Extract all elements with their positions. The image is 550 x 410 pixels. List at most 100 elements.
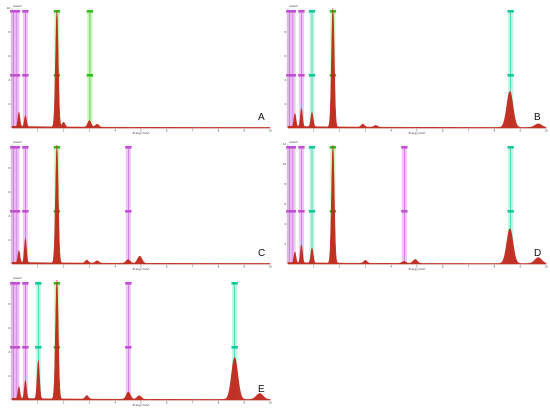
spectrum-svg: 1 2 3 4 5 6 7 8 9 10 2 4 6 8 cps/eV Energy (keV) C xyxy=(8,140,272,271)
x-tick-label: 3 xyxy=(365,264,367,268)
element-badge xyxy=(35,346,42,349)
element-badge xyxy=(308,74,316,77)
x-tick-label: 8 xyxy=(218,128,220,132)
x-tick-label: 9 xyxy=(243,264,245,268)
element-badge xyxy=(286,210,293,213)
x-axis-label: Energy (keV) xyxy=(409,131,426,135)
x-tick-label: 5 xyxy=(140,128,142,132)
y-tick-label: 2 xyxy=(284,242,286,246)
element-badge xyxy=(125,210,132,213)
y-tick-label: 2 xyxy=(8,238,10,242)
x-tick-label: 8 xyxy=(218,400,220,404)
x-tick-label: 6 xyxy=(442,128,444,132)
y-tick-label: 6 xyxy=(8,326,10,330)
x-tick-label: 6 xyxy=(166,128,168,132)
y-tick-label: 6 xyxy=(284,54,286,58)
x-tick-label: 10 xyxy=(268,400,272,404)
spectrum-panel-b: 1 2 3 4 5 6 7 8 9 10 2 4 6 8 cps/eV Energy (keV) B xyxy=(278,2,548,135)
element-badge xyxy=(401,146,408,149)
spectrum-panel-c: 1 2 3 4 5 6 7 8 9 10 2 4 6 8 cps/eV Energy (keV) C xyxy=(2,138,272,271)
x-tick-label: 1 xyxy=(37,400,39,404)
x-axis-label: Energy (keV) xyxy=(133,267,150,271)
spectrum-series xyxy=(11,10,271,129)
x-axis-label: Energy (keV) xyxy=(133,131,150,135)
element-badge xyxy=(22,74,29,77)
element-badge xyxy=(86,74,94,77)
y-axis-label: cps/eV xyxy=(13,276,22,280)
x-tick-label: 3 xyxy=(89,264,91,268)
x-tick-label: 4 xyxy=(114,400,116,404)
element-badge xyxy=(507,210,514,213)
element-badge xyxy=(22,210,29,213)
element-badge xyxy=(231,282,238,285)
element-badge xyxy=(22,346,29,349)
y-tick-label: 8 xyxy=(8,302,10,306)
x-tick-label: 5 xyxy=(140,400,142,404)
x-tick-label: 2 xyxy=(63,128,65,132)
axes xyxy=(11,8,270,129)
element-badge xyxy=(125,146,132,149)
x-tick-label: 5 xyxy=(416,264,418,268)
element-badge xyxy=(10,282,17,285)
x-tick-label: 8 xyxy=(494,264,496,268)
element-badge xyxy=(125,282,132,285)
element-badge xyxy=(298,10,305,13)
y-tick-label: 10 xyxy=(283,162,287,166)
x-tick-label: 6 xyxy=(166,400,168,404)
x-tick-label: 7 xyxy=(468,264,470,268)
y-tick-label: 4 xyxy=(8,78,10,82)
element-badge xyxy=(289,10,297,13)
element-badge xyxy=(298,210,305,213)
x-tick-label: 8 xyxy=(494,128,496,132)
y-axis-label: cps/eV xyxy=(13,140,22,144)
x-tick-label: 4 xyxy=(390,128,392,132)
element-badge xyxy=(401,210,408,213)
x-tick-label: 3 xyxy=(89,400,91,404)
x-tick-label: 9 xyxy=(243,128,245,132)
panel-label: E xyxy=(258,384,265,395)
element-badge xyxy=(10,210,17,213)
x-tick-label: 7 xyxy=(192,128,194,132)
element-badge xyxy=(13,10,21,13)
x-axis-label: Energy (keV) xyxy=(133,403,150,407)
x-tick-label: 6 xyxy=(442,264,444,268)
x-tick-label: 6 xyxy=(166,264,168,268)
x-tick-label: 9 xyxy=(243,400,245,404)
element-badge xyxy=(13,210,21,213)
y-tick-label: 6 xyxy=(8,190,10,194)
y-tick-label: 4 xyxy=(284,78,286,82)
element-badge xyxy=(10,146,17,149)
x-tick-label: 4 xyxy=(114,128,116,132)
y-tick-label: 12 xyxy=(283,142,287,146)
spectrum-panel-a: 1 2 3 4 5 6 7 8 9 10 2 4 6 8 10 cps/eV Energy (keV) A xyxy=(2,2,272,135)
element-badge xyxy=(231,346,238,349)
y-axis-label: cps/eV xyxy=(289,4,298,8)
panel-label: B xyxy=(534,112,541,123)
element-badge xyxy=(308,10,316,13)
y-tick-label: 8 xyxy=(284,30,286,34)
spectrum-svg: 1 2 3 4 5 6 7 8 9 10 2 4 6 8 cps/eV Energy (keV) E xyxy=(8,276,272,407)
x-tick-label: 1 xyxy=(313,128,315,132)
y-tick-label: 8 xyxy=(284,182,286,186)
element-badge xyxy=(22,146,29,149)
panel-label: C xyxy=(258,248,265,259)
element-badge xyxy=(507,146,514,149)
x-tick-label: 2 xyxy=(63,264,65,268)
y-tick-label: 6 xyxy=(8,54,10,58)
x-tick-label: 4 xyxy=(390,264,392,268)
element-badge xyxy=(507,74,514,77)
element-badge xyxy=(289,210,297,213)
x-tick-label: 10 xyxy=(544,128,548,132)
x-tick-label: 3 xyxy=(365,128,367,132)
element-badge xyxy=(22,10,29,13)
x-tick-label: 10 xyxy=(268,264,272,268)
panel-label: A xyxy=(258,112,265,123)
spectrum-panel-d: 1 2 3 4 5 6 7 8 9 10 2 4 6 8 10 12 cps/eV Energy (keV) D xyxy=(278,138,548,271)
spectrum-series xyxy=(287,7,547,129)
y-axis-label: cps/eV xyxy=(289,140,298,144)
axes xyxy=(11,144,270,265)
element-badge xyxy=(13,74,21,77)
y-tick-label: 2 xyxy=(8,102,10,106)
x-tick-label: 1 xyxy=(37,128,39,132)
